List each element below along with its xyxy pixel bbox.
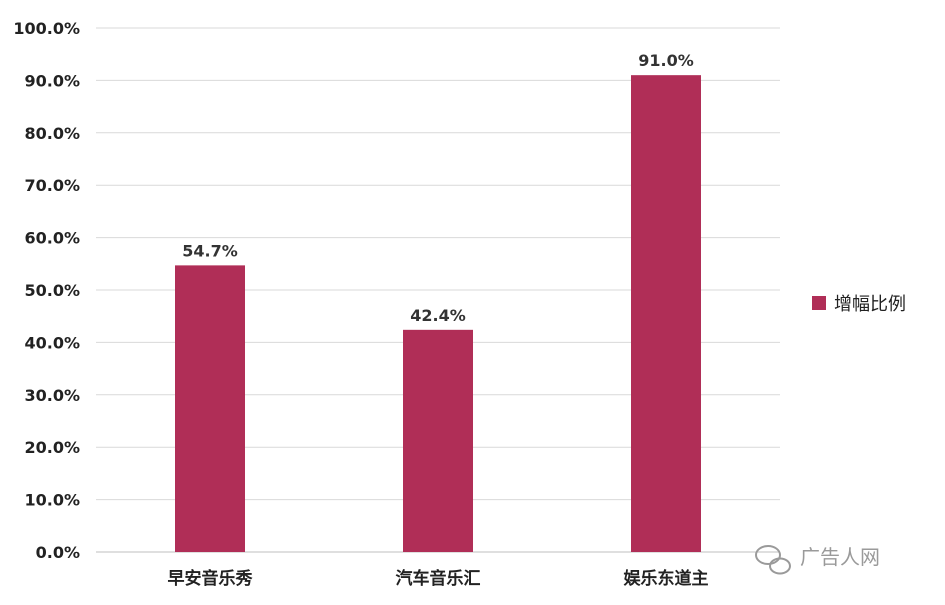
y-tick-label: 60.0% bbox=[24, 229, 80, 248]
y-tick-label: 30.0% bbox=[24, 386, 80, 405]
wechat-icon bbox=[755, 545, 791, 575]
bar bbox=[631, 75, 701, 552]
data-label: 42.4% bbox=[410, 306, 466, 325]
bar bbox=[403, 329, 473, 552]
x-category-label: 汽车音乐汇 bbox=[396, 568, 481, 589]
data-label: 91.0% bbox=[638, 51, 694, 70]
watermark-text: 广告人网 bbox=[800, 545, 880, 569]
y-tick-label: 50.0% bbox=[24, 281, 80, 300]
y-tick-label: 80.0% bbox=[24, 124, 80, 143]
data-label: 54.7% bbox=[182, 241, 238, 260]
y-tick-label: 40.0% bbox=[24, 333, 80, 352]
y-tick-label: 70.0% bbox=[24, 176, 80, 195]
y-tick-label: 20.0% bbox=[24, 438, 80, 457]
bars bbox=[175, 75, 701, 552]
x-axis-categories: 早安音乐秀 汽车音乐汇 娱乐东道主 bbox=[168, 568, 709, 589]
bar bbox=[175, 265, 245, 552]
x-category-label: 早安音乐秀 bbox=[168, 568, 253, 589]
y-axis-ticks: 0.0% 10.0% 20.0% 30.0% 40.0% 50.0% 60.0% 70.0% 8… bbox=[13, 19, 80, 562]
legend: 增幅比例 bbox=[812, 294, 906, 315]
watermark: 广告人网 bbox=[755, 545, 880, 575]
legend-swatch bbox=[812, 296, 826, 310]
y-tick-label: 100.0% bbox=[13, 19, 80, 38]
y-tick-label: 0.0% bbox=[36, 543, 80, 562]
y-tick-label: 10.0% bbox=[24, 491, 80, 510]
y-tick-label: 90.0% bbox=[24, 71, 80, 90]
legend-label: 增幅比例 bbox=[834, 294, 906, 315]
x-category-label: 娱乐东道主 bbox=[624, 568, 709, 589]
data-labels: 54.7% 42.4% 91.0% bbox=[182, 51, 694, 325]
